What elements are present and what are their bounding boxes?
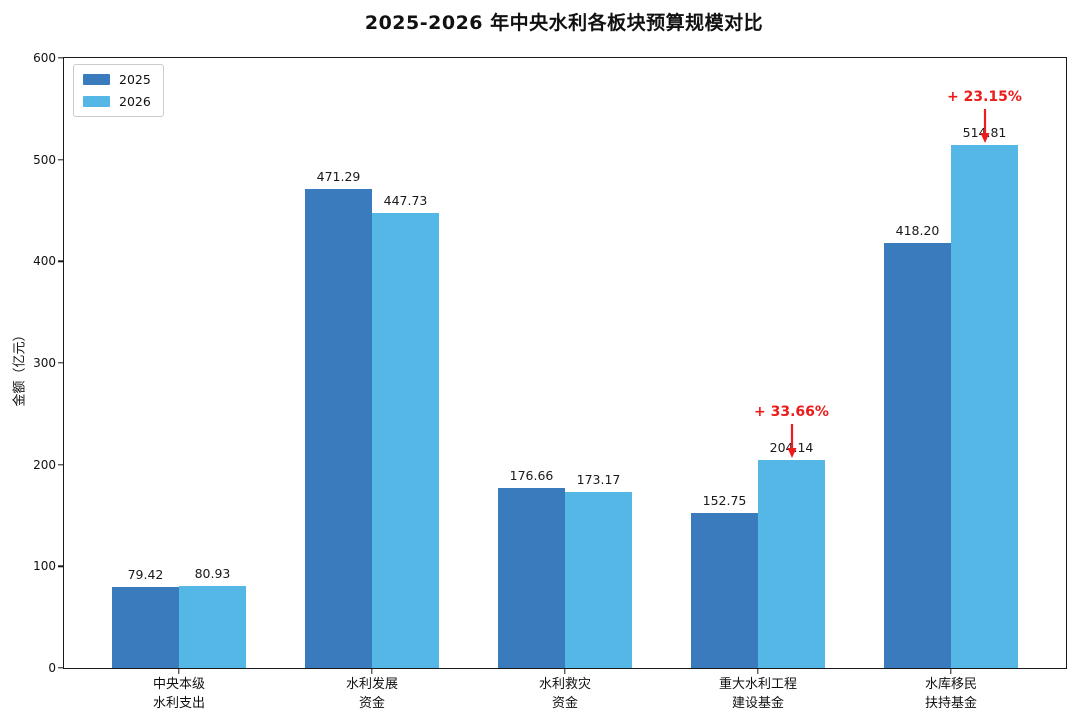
x-tick-label: 水利发展 资金 [345, 677, 398, 711]
legend-item-2026: 2026 [83, 94, 151, 109]
x-tick-mark [371, 669, 373, 674]
y-tick-label: 100 [33, 559, 56, 574]
y-tick-mark [58, 667, 63, 669]
down-arrow-icon [979, 108, 991, 147]
bar-2026-2 [565, 491, 632, 668]
y-tick-mark [58, 362, 63, 364]
annotation-pct-label: + 33.66% [754, 404, 829, 421]
y-tick-label: 600 [33, 51, 56, 65]
bar-2025-1 [305, 188, 372, 668]
y-tick-label: 200 [33, 457, 56, 472]
down-arrow-icon [786, 424, 798, 462]
bar-2025-0 [112, 587, 179, 668]
x-tick-label: 重大水利工程 建设基金 [718, 677, 797, 711]
bar-2025-4 [884, 242, 951, 668]
chart-title: 2025-2026 年中央水利各板块预算规模对比 [364, 12, 764, 34]
bar-2026-0 [179, 585, 246, 668]
legend-swatch-icon [83, 74, 110, 85]
bar-2025-3 [691, 512, 758, 668]
x-tick-mark [950, 669, 952, 674]
legend-label: 2025 [119, 72, 151, 87]
y-tick-label: 500 [33, 152, 56, 167]
x-tick-mark [757, 669, 759, 674]
y-tick-mark [58, 57, 63, 59]
bar-2025-2 [498, 488, 565, 668]
bar-value-label: 79.42 [127, 567, 164, 583]
bar-value-label: 471.29 [316, 168, 361, 184]
y-tick-mark [58, 565, 63, 568]
x-tick-mark [178, 669, 180, 674]
y-tick-mark [58, 260, 63, 263]
bar-2026-4 [951, 144, 1018, 668]
x-tick-label: 水库移民 扶持基金 [924, 677, 977, 711]
y-tick-mark [58, 463, 63, 466]
legend-swatch-icon [83, 96, 110, 107]
y-tick-label: 400 [33, 254, 56, 269]
bar-value-label: 447.73 [383, 192, 428, 208]
plot-area: 金额（亿元） 2025 2026 0 100 200 300 400 500 600 中央本级 … [13, 51, 1067, 711]
x-tick-label: 中央本级 水利支出 [152, 677, 205, 711]
bar-value-label: 152.75 [702, 492, 747, 508]
legend-label: 2026 [119, 94, 151, 109]
y-tick-label: 300 [33, 356, 56, 370]
x-tick-label: 水利救灾 资金 [538, 677, 591, 711]
bar-2026-3 [758, 460, 825, 668]
bar-value-label: 173.17 [576, 471, 621, 487]
bar-value-label: 418.20 [895, 222, 940, 238]
bar-value-label: 80.93 [194, 565, 231, 581]
legend: 2025 2026 [73, 64, 164, 117]
y-tick-label: 0 [48, 661, 56, 675]
x-tick-mark [564, 669, 566, 674]
legend-item-2025: 2025 [83, 72, 151, 87]
y-tick-mark [58, 158, 63, 161]
bar-value-label: 176.66 [509, 468, 554, 484]
annotation-pct-label: + 23.15% [947, 88, 1022, 105]
bar-2026-1 [372, 212, 439, 668]
